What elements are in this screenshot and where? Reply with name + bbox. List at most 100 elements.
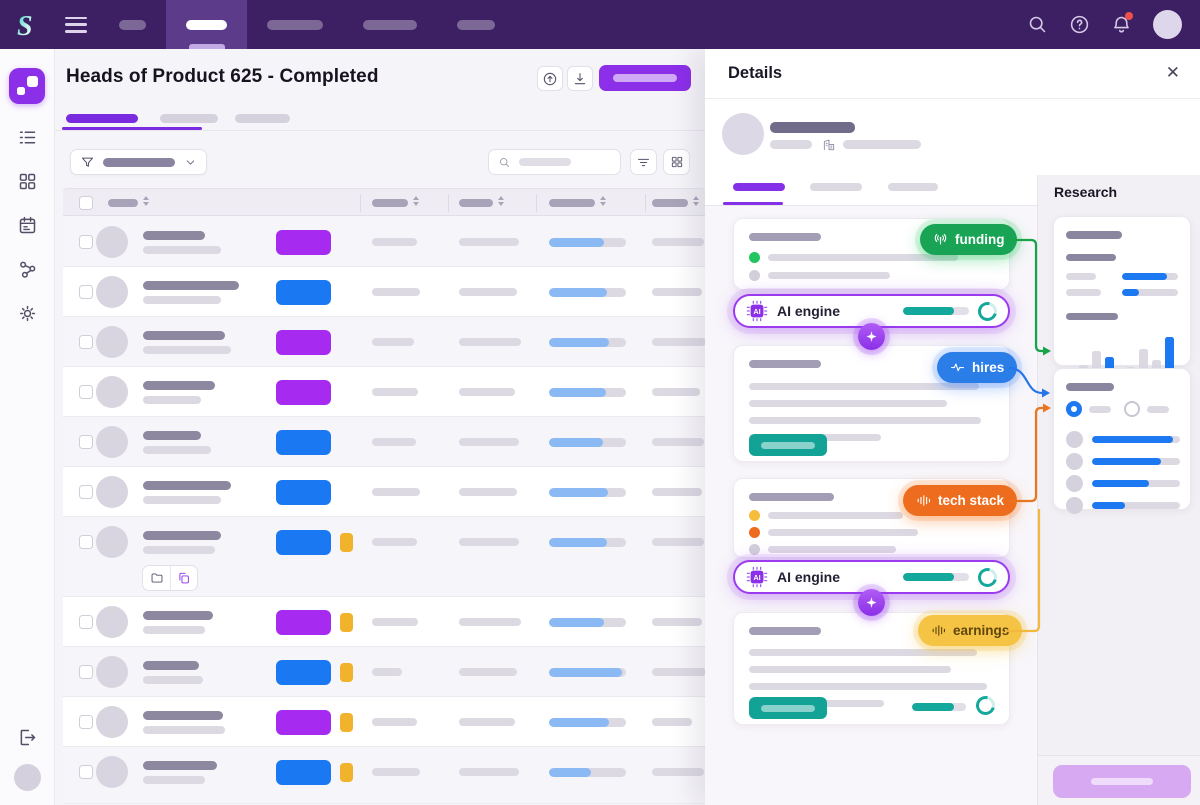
sort-carets[interactable]: [143, 196, 149, 206]
table-row[interactable]: [63, 517, 705, 597]
table-row[interactable]: [63, 267, 705, 317]
row-checkbox[interactable]: [79, 385, 93, 399]
tab-3[interactable]: [235, 114, 290, 123]
table-row[interactable]: [63, 647, 705, 697]
filter-lines-button[interactable]: [630, 149, 657, 175]
card-action-button[interactable]: [749, 697, 827, 719]
search-icon[interactable]: [1027, 14, 1048, 35]
row-progress: [549, 668, 626, 677]
filter-dropdown[interactable]: [70, 149, 207, 175]
user-avatar[interactable]: [1153, 10, 1182, 39]
table-search-input[interactable]: [488, 149, 621, 175]
cell-skeleton: [372, 538, 417, 546]
column-header-skeleton: [549, 199, 595, 207]
table-row[interactable]: [63, 217, 705, 267]
menu-icon[interactable]: [65, 16, 87, 33]
cell-skeleton: [652, 488, 702, 496]
settings-gear-icon[interactable]: [17, 303, 38, 324]
research-options-card: [1053, 368, 1191, 514]
top-bar: S: [0, 0, 1200, 49]
tag-funding[interactable]: funding: [920, 224, 1018, 255]
row-checkbox[interactable]: [79, 715, 93, 729]
name-skeleton: [143, 531, 221, 540]
tab-2[interactable]: [160, 114, 218, 123]
sort-carets[interactable]: [600, 196, 606, 206]
cell-skeleton: [652, 388, 700, 396]
select-all-checkbox[interactable]: [79, 196, 93, 210]
nav-item-4[interactable]: [343, 0, 437, 49]
ai-sparkle-button[interactable]: [858, 589, 885, 616]
name-skeleton: [143, 611, 213, 620]
table-body: [63, 217, 705, 805]
cell-skeleton: [652, 288, 702, 296]
chevron-down-icon: [186, 159, 195, 165]
logout-icon[interactable]: [17, 727, 38, 748]
row-checkbox[interactable]: [79, 665, 93, 679]
help-icon[interactable]: [1069, 14, 1090, 35]
ai-sparkle-button[interactable]: [858, 323, 885, 350]
calendar-icon[interactable]: [17, 215, 38, 236]
sidebar-avatar[interactable]: [13, 764, 41, 791]
tag-hires[interactable]: hires: [937, 352, 1018, 383]
sort-carets[interactable]: [693, 196, 699, 206]
list-item-avatar: [1066, 497, 1083, 514]
subtitle-skeleton: [143, 296, 221, 304]
ai-engine-bar-2[interactable]: AI AI engine: [733, 560, 1010, 594]
list-icon[interactable]: [17, 127, 38, 148]
table-row[interactable]: [63, 597, 705, 647]
sort-carets[interactable]: [498, 196, 504, 206]
cell-skeleton: [372, 388, 418, 396]
details-tab-3[interactable]: [888, 183, 938, 191]
notifications-bell-icon[interactable]: [1111, 12, 1133, 35]
row-avatar: [96, 376, 128, 408]
download-icon-button[interactable]: [567, 66, 593, 91]
details-tab-2[interactable]: [810, 183, 862, 191]
table-row[interactable]: [63, 417, 705, 467]
row-checkbox[interactable]: [79, 485, 93, 499]
publish-icon-button[interactable]: [537, 66, 563, 91]
row-checkbox[interactable]: [79, 235, 93, 249]
table-row[interactable]: [63, 697, 705, 747]
table-row[interactable]: [63, 467, 705, 517]
table-row[interactable]: [63, 747, 705, 804]
research-column: Research: [1037, 175, 1200, 805]
yellow-tag: [340, 763, 353, 782]
folder-icon-button[interactable]: [143, 566, 170, 590]
research-stats-card: [1053, 216, 1191, 385]
research-action-button[interactable]: [1053, 765, 1191, 798]
workflow-icon[interactable]: [17, 259, 38, 280]
sidebar-item-projects-active[interactable]: [9, 68, 45, 104]
primary-action-button[interactable]: [599, 65, 691, 91]
row-checkbox[interactable]: [79, 335, 93, 349]
gray-dot: [749, 544, 760, 555]
apps-grid-icon[interactable]: [17, 171, 38, 192]
nav-item-2[interactable]: [166, 0, 247, 49]
tag-earnings[interactable]: earnings: [918, 615, 1023, 646]
row-checkbox[interactable]: [79, 535, 93, 549]
nav-item-5[interactable]: [437, 0, 515, 49]
nav-item-3[interactable]: [247, 0, 343, 49]
row-avatar: [96, 226, 128, 258]
brand-logo-icon[interactable]: S: [13, 9, 43, 41]
radio-unselected[interactable]: [1124, 401, 1140, 417]
sort-carets[interactable]: [413, 196, 419, 206]
table-row[interactable]: [63, 367, 705, 417]
radio-selected[interactable]: [1066, 401, 1082, 417]
row-checkbox[interactable]: [79, 285, 93, 299]
details-tab-active[interactable]: [733, 183, 785, 191]
card-action-button[interactable]: [749, 434, 827, 456]
copy-icon-button[interactable]: [170, 566, 197, 590]
loading-spinner-icon: [972, 692, 999, 719]
tab-active[interactable]: [66, 114, 138, 123]
nav-item-1[interactable]: [99, 0, 166, 49]
row-checkbox[interactable]: [79, 765, 93, 779]
grid-view-button[interactable]: [663, 149, 690, 175]
nav-label-skeleton: [267, 19, 323, 30]
row-checkbox[interactable]: [79, 435, 93, 449]
row-actions: [142, 565, 198, 591]
table-row[interactable]: [63, 317, 705, 367]
tag-tech-stack[interactable]: tech stack: [903, 485, 1018, 516]
close-icon[interactable]: ✕: [1165, 63, 1180, 82]
row-checkbox[interactable]: [79, 615, 93, 629]
row-avatar: [96, 326, 128, 358]
